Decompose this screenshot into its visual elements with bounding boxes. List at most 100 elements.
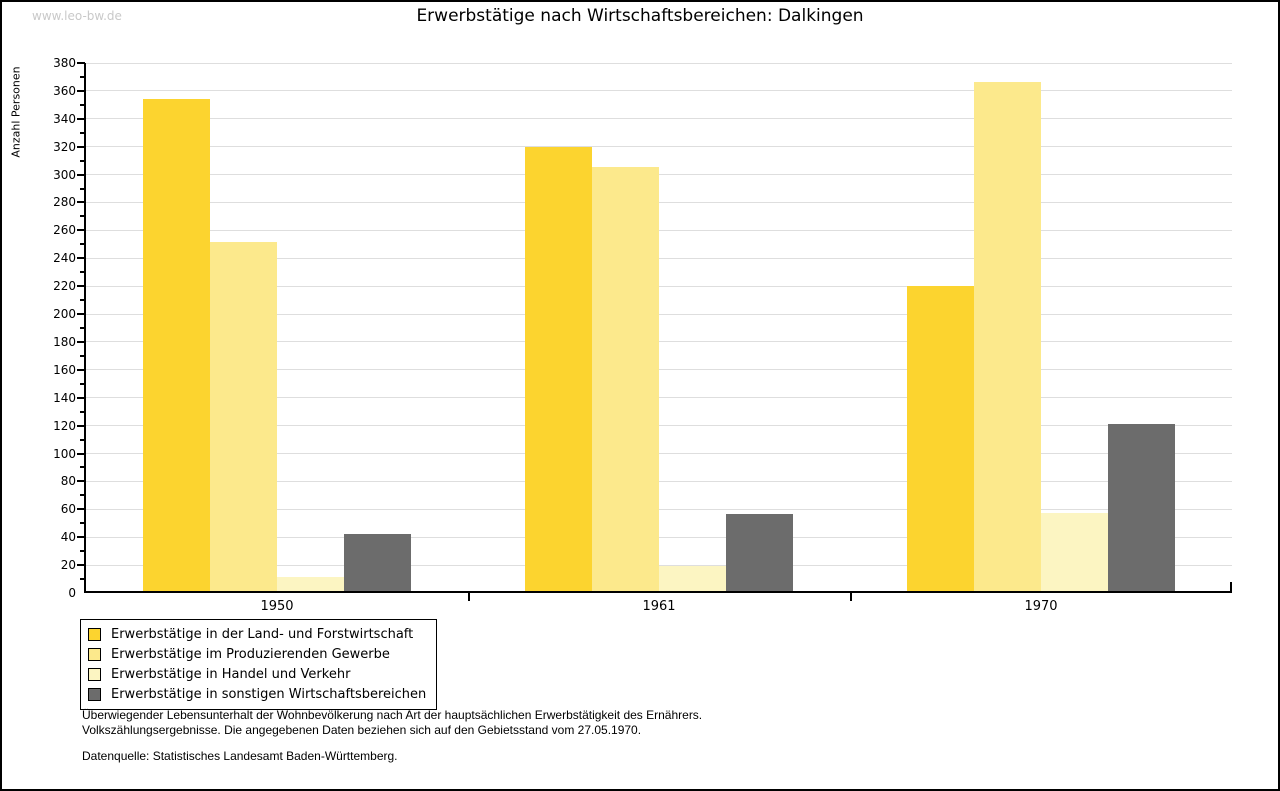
bar-1961-series1 <box>525 147 592 591</box>
gridline <box>86 118 1232 120</box>
y-tick-label: 180 <box>53 334 76 349</box>
y-axis-tick <box>80 75 85 78</box>
y-axis-tick <box>77 62 85 64</box>
gridline <box>86 536 1232 538</box>
y-axis-tick <box>77 229 85 232</box>
x-axis-label: 1961 <box>642 599 676 614</box>
y-axis-tick <box>80 327 85 329</box>
y-axis-tick <box>77 173 85 176</box>
y-axis-tick <box>77 145 85 148</box>
y-tick-label: 60 <box>60 502 76 517</box>
legend-swatch <box>88 687 101 701</box>
legend-item: Erwerbstätige in Handel und Verkehr <box>88 664 426 684</box>
gridline <box>86 63 1232 64</box>
y-axis-tick <box>77 424 85 427</box>
legend-label: Erwerbstätige in sonstigen Wirtschaftsbe… <box>111 686 427 702</box>
y-tick-label: 0 <box>68 586 76 600</box>
y-axis-tick <box>80 103 85 106</box>
gridline <box>86 564 1232 566</box>
gridline <box>86 257 1232 259</box>
y-tick-label: 260 <box>53 223 76 238</box>
y-tick-label: 380 <box>53 56 76 70</box>
watermark: www.leo-bw.de <box>32 9 122 23</box>
gridline <box>86 397 1232 399</box>
y-axis-tick <box>77 201 85 204</box>
y-axis-tick <box>77 313 85 316</box>
y-axis-tick <box>77 536 85 539</box>
gridline <box>86 341 1232 343</box>
gridline <box>86 229 1232 231</box>
footnote-line2: Volkszählungsergebnisse. Die angegebenen… <box>82 723 642 737</box>
y-tick-label: 100 <box>53 446 76 461</box>
x-axis-tick <box>468 593 470 601</box>
y-axis-tick <box>80 578 85 581</box>
y-axis-tick <box>80 159 85 162</box>
bar-1970-series3 <box>1041 512 1108 591</box>
y-tick-label: 340 <box>53 111 76 126</box>
y-axis-tick <box>80 382 85 385</box>
legend-item: Erwerbstätige im Produzierenden Gewerbe <box>88 644 426 664</box>
gridline <box>86 201 1232 203</box>
y-axis-tick <box>77 396 85 399</box>
y-axis-tick <box>80 550 85 553</box>
gridline <box>86 90 1232 92</box>
x-axis-end-tick <box>1230 582 1232 591</box>
y-tick-label: 140 <box>53 390 76 405</box>
gridline <box>86 508 1232 510</box>
bar-1961-series3 <box>659 565 726 591</box>
y-axis-tick <box>80 522 85 525</box>
y-tick-label: 40 <box>60 530 76 545</box>
legend-label: Erwerbstätige in der Land- und Forstwirt… <box>111 626 414 642</box>
gridline <box>86 369 1232 371</box>
legend-label: Erwerbstätige in Handel und Verkehr <box>111 666 351 682</box>
chart-title: Erwerbstätige nach Wirtschaftsbereichen:… <box>416 6 864 26</box>
y-axis-tick <box>80 354 85 357</box>
y-axis-title: Anzahl Personen <box>9 66 23 158</box>
y-axis-tick <box>77 340 85 343</box>
y-axis-tick <box>80 299 85 302</box>
plot-area: 0 20 40 60 80 100 120 140 160 180 200 220 240 260 280 3… <box>53 56 1232 614</box>
y-axis-tick <box>77 285 85 288</box>
y-axis-tick <box>77 257 85 260</box>
y-axis-tick <box>77 508 85 511</box>
x-axis-tick <box>850 593 852 601</box>
legend-item: Erwerbstätige in der Land- und Forstwirt… <box>88 624 426 644</box>
legend-swatch <box>88 647 101 661</box>
x-axis-label: 1970 <box>1024 599 1058 614</box>
y-axis-tick <box>77 480 85 483</box>
bar-1950-series3 <box>277 577 344 591</box>
legend-swatch <box>88 627 101 641</box>
bar-1961-series2 <box>592 167 659 591</box>
y-axis-tick <box>80 494 85 497</box>
y-axis-tick <box>77 452 85 455</box>
bar-1970-series4 <box>1108 423 1175 591</box>
gridline <box>86 480 1232 482</box>
y-tick-label: 120 <box>53 418 76 433</box>
y-axis-tick <box>80 410 85 413</box>
legend-label: Erwerbstätige im Produzierenden Gewerbe <box>111 646 390 662</box>
bar-1950-series2 <box>210 242 277 591</box>
y-tick-label: 160 <box>53 362 76 377</box>
y-axis-tick <box>80 187 85 190</box>
bar-1950-series4 <box>344 533 411 591</box>
y-tick-label: 240 <box>53 251 76 266</box>
gridline <box>86 313 1232 315</box>
y-tick-label: 80 <box>60 474 76 489</box>
y-axis-tick <box>77 89 85 92</box>
gridline <box>86 453 1232 455</box>
gridline <box>86 425 1232 427</box>
x-axis-label: 1950 <box>260 599 294 614</box>
bar-1950-series1 <box>143 98 210 591</box>
y-tick-label: 200 <box>53 307 76 322</box>
bar-1970-series1 <box>907 285 974 591</box>
gridline <box>86 285 1232 287</box>
y-tick-label: 20 <box>60 558 76 573</box>
footnote-line1: Überwiegender Lebensunterhalt der Wohnbe… <box>82 708 703 722</box>
y-tick-label: 300 <box>53 167 76 182</box>
y-tick-label: 280 <box>53 195 76 210</box>
y-tick-label: 320 <box>53 139 76 154</box>
gridline <box>86 174 1232 176</box>
y-axis-tick <box>80 466 85 469</box>
y-tick-label: 220 <box>53 279 76 294</box>
